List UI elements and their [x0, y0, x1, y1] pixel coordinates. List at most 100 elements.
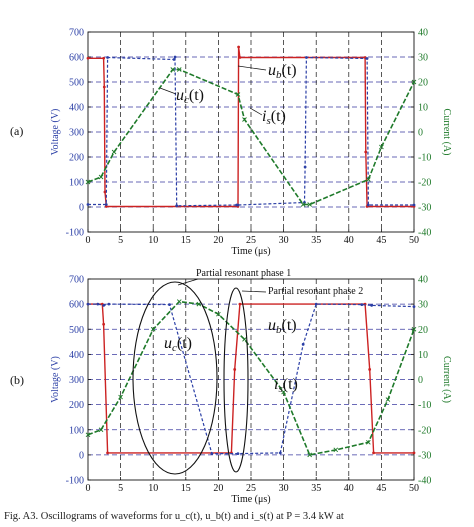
- y2-tick-label: -10: [418, 400, 431, 411]
- series-point: [333, 447, 339, 453]
- y-tick-label: 0: [79, 203, 84, 214]
- y2-tick-label: 20: [418, 325, 428, 336]
- y2-tick-label: 0: [418, 128, 423, 139]
- y-tick-label: 600: [69, 53, 84, 64]
- series-annotation: uc(t): [176, 87, 204, 106]
- x-tick-label: 0: [86, 483, 91, 494]
- chart-panel-1: 0 5 10 15 20 25 30 35 40 45 50-1000100200300400500…: [10, 28, 452, 258]
- y2-tick-label: -20: [418, 178, 431, 189]
- x-tick-label: 20: [213, 483, 223, 494]
- series-point: [360, 303, 364, 307]
- panel-label: (a): [10, 124, 23, 138]
- series-point: [303, 165, 307, 169]
- x-tick-label: 5: [118, 235, 123, 246]
- annotation-leader: [249, 107, 263, 116]
- y-tick-label: 500: [69, 325, 84, 336]
- series-point: [196, 301, 202, 307]
- series-point: [307, 202, 312, 207]
- series-point: [372, 451, 375, 455]
- series-point: [102, 322, 106, 326]
- series-line-ist: [87, 68, 415, 206]
- y-tick-label: 200: [69, 400, 84, 411]
- series-point: [411, 79, 417, 85]
- x-axis-label: Time (μs): [231, 246, 270, 257]
- series-point: [216, 311, 221, 317]
- partial-resonant-ellipse-2: [223, 287, 249, 473]
- series-point: [172, 58, 176, 61]
- series-point: [412, 305, 416, 309]
- y-tick-label: 0: [79, 450, 84, 461]
- x-tick-label: 35: [311, 235, 321, 246]
- x-tick-label: 50: [409, 235, 419, 246]
- series-point: [86, 302, 90, 306]
- series-point: [314, 302, 318, 306]
- y2-tick-label: -10: [418, 153, 431, 164]
- y2-tick-label: 20: [418, 78, 428, 89]
- series-annotation: ub(t): [268, 62, 297, 81]
- chart-panel-2: 0 5 10 15 20 25 30 35 40 45 50-1000100200300400500…: [10, 268, 452, 505]
- series-point: [98, 174, 104, 180]
- series-point: [307, 452, 312, 458]
- series-point: [278, 451, 282, 455]
- x-tick-label: 15: [181, 483, 191, 494]
- series-annotation: ub(t): [268, 317, 297, 336]
- series-point: [411, 326, 417, 332]
- x-tick-label: 45: [376, 483, 386, 494]
- series-point: [176, 299, 182, 304]
- x-tick-label: 40: [344, 235, 354, 246]
- series-point: [366, 439, 371, 445]
- y2-tick-label: 30: [418, 300, 428, 311]
- series-point: [379, 144, 384, 150]
- y-tick-label: 100: [69, 425, 84, 436]
- series-point: [85, 432, 91, 438]
- series-point: [300, 202, 306, 207]
- x-tick-label: 25: [246, 483, 256, 494]
- x-axis-label: Time (μs): [231, 494, 270, 505]
- series-point: [102, 85, 106, 89]
- series-line-ubt: [88, 46, 414, 208]
- callout-label-phase-1: Partial resonant phase 1: [196, 268, 291, 279]
- annotation-leader: [237, 65, 267, 71]
- series-point: [175, 204, 179, 208]
- series-point: [233, 368, 237, 371]
- x-tick-label: 25: [246, 235, 256, 246]
- series-point: [366, 177, 371, 182]
- y2-tick-label: 10: [418, 103, 428, 114]
- x-tick-label: 15: [181, 235, 191, 246]
- series-point: [235, 92, 241, 97]
- x-tick-label: 0: [86, 235, 91, 246]
- callout-label-phase-2: Partial resonant phase 2: [268, 286, 363, 297]
- series-point: [173, 55, 177, 59]
- series-point: [107, 302, 111, 306]
- panel-label: (b): [10, 373, 24, 387]
- y-tick-label: 400: [69, 350, 84, 361]
- x-tick-label: 35: [311, 483, 321, 494]
- y2-tick-label: 40: [418, 28, 428, 39]
- series-point: [86, 56, 90, 60]
- series-point: [412, 451, 416, 455]
- series-line-ist: [87, 300, 415, 456]
- y-tick-label: 100: [69, 178, 84, 189]
- series-point: [242, 336, 247, 342]
- annotation-leader: [177, 278, 199, 286]
- series-point: [303, 201, 306, 204]
- y2-tick-label: -40: [418, 228, 431, 239]
- series-point: [103, 190, 107, 194]
- y-tick-label: 700: [69, 28, 84, 39]
- y-tick-label: 200: [69, 153, 84, 164]
- series-point: [170, 67, 176, 72]
- figure-caption: Fig. A3. Oscillograms of waveforms for u…: [4, 511, 344, 522]
- series-point: [301, 342, 305, 346]
- y-tick-label: 400: [69, 103, 84, 114]
- series-point: [104, 205, 108, 208]
- series-point: [366, 203, 370, 207]
- series-point: [106, 451, 109, 455]
- y2-axis-label: Current (A): [441, 109, 452, 156]
- series-point: [98, 427, 104, 433]
- series-point: [86, 203, 90, 206]
- series-point: [102, 56, 106, 60]
- series-point: [104, 203, 108, 206]
- y2-tick-label: -30: [418, 203, 431, 214]
- y-tick-label: 500: [69, 78, 84, 89]
